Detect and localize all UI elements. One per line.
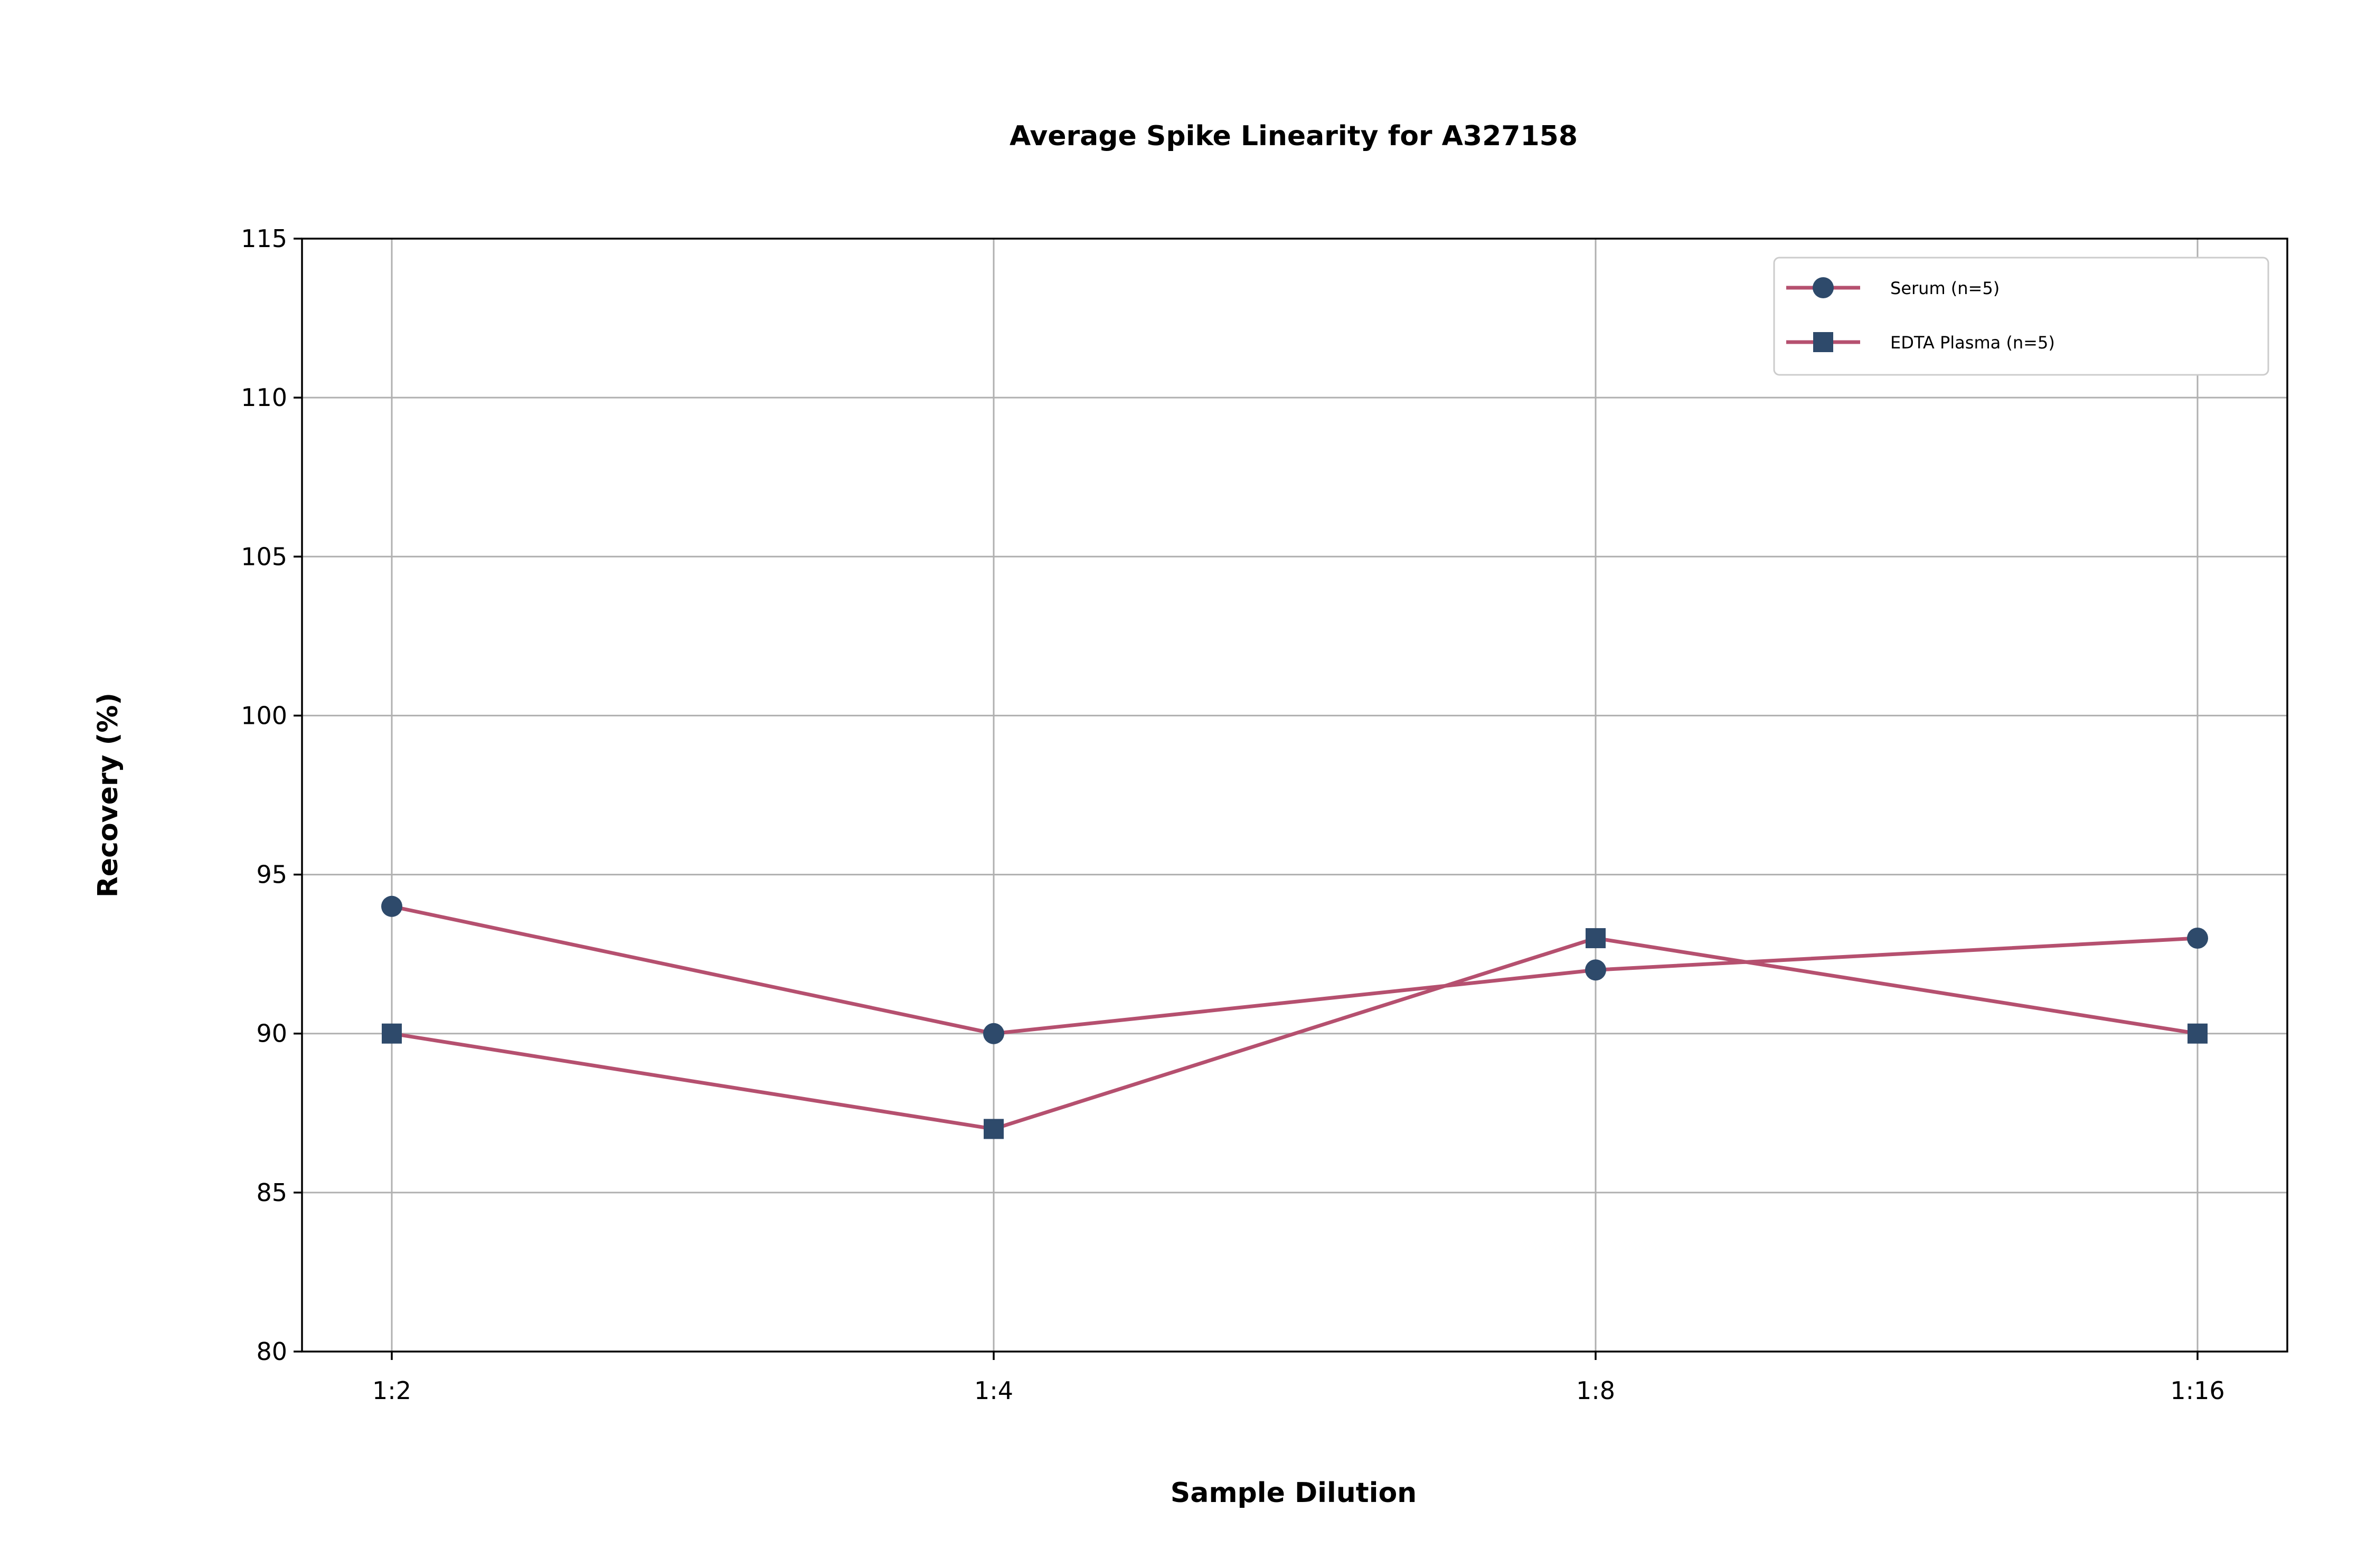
data-point-edta-plasma [382, 1023, 402, 1044]
plot-area-frame [301, 238, 2288, 1353]
x-tick-label: 1:16 [2170, 1376, 2224, 1405]
gridlines [302, 238, 2287, 1353]
data-point-serum [381, 895, 402, 917]
y-tick-label: 85 [256, 1178, 287, 1207]
legend-label: EDTA Plasma (n=5) [1890, 333, 2055, 353]
x-tick-label: 1:4 [974, 1376, 1013, 1405]
y-tick-label: 100 [241, 701, 287, 730]
series-lines [381, 895, 2208, 1139]
series-line-serum [391, 904, 2198, 1036]
data-point-edta-plasma [984, 1119, 1004, 1139]
legend-label: Serum (n=5) [1890, 278, 2000, 298]
legend-box [1773, 257, 2269, 376]
y-tick-label: 115 [241, 224, 287, 253]
y-tick-label: 90 [256, 1019, 287, 1048]
legend-marker [1813, 277, 1834, 298]
y-tick-label: 80 [256, 1337, 287, 1366]
x-tick-label: 1:2 [372, 1376, 411, 1405]
data-point-serum [1585, 959, 1606, 981]
data-point-edta-plasma [2188, 1023, 2208, 1044]
data-point-edta-plasma [1586, 928, 1606, 949]
x-tick-label: 1:8 [1576, 1376, 1615, 1405]
y-axis-label: Recovery (%) [92, 693, 124, 898]
y-tick-label: 105 [241, 542, 287, 571]
y-tick-label: 110 [241, 383, 287, 412]
data-point-serum [2187, 928, 2208, 949]
series-line-edta-plasma [391, 936, 2198, 1131]
legend: Serum (n=5) EDTA Plasma (n=5) [1773, 257, 2269, 376]
legend-marker [1813, 332, 1833, 352]
chart-title: Average Spike Linearity for A327158 [1010, 120, 1578, 152]
x-axis-label: Sample Dilution [1171, 1477, 1417, 1509]
axis-ticks: 80 85 90 95 100 105 110 115 1:2 1:4 1:8 1:16 [241, 224, 2224, 1405]
y-tick-label: 95 [256, 861, 287, 889]
data-point-serum [983, 1023, 1004, 1044]
